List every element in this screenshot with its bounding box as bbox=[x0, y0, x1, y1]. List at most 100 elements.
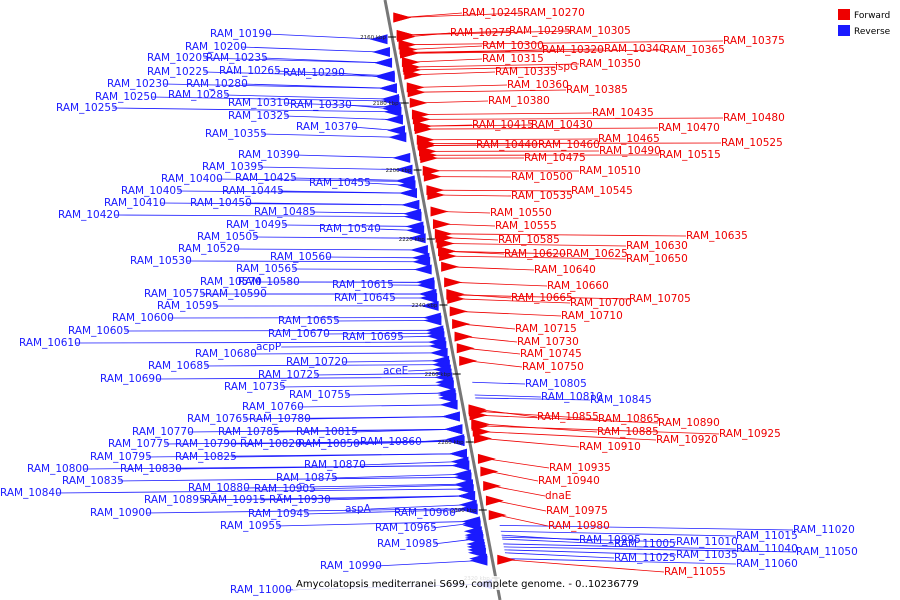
forward-gene-feature[interactable] bbox=[432, 219, 451, 230]
forward-gene-label[interactable]: RAM_10335 bbox=[495, 66, 557, 78]
reverse-gene-label[interactable]: RAM_11005 bbox=[614, 538, 676, 550]
forward-gene-feature[interactable] bbox=[444, 277, 463, 288]
reverse-gene-label[interactable]: RAM_10825 bbox=[175, 451, 237, 463]
reverse-gene-label[interactable]: RAM_10955 bbox=[220, 520, 282, 532]
forward-gene-feature[interactable] bbox=[404, 69, 423, 80]
reverse-gene-label[interactable]: RAM_11035 bbox=[676, 549, 738, 561]
reverse-gene-label[interactable]: RAM_10875 bbox=[276, 472, 338, 484]
forward-gene-label[interactable]: RAM_10525 bbox=[721, 137, 783, 149]
reverse-gene-feature[interactable] bbox=[416, 280, 435, 291]
reverse-gene-label[interactable]: RAM_10615 bbox=[332, 279, 394, 291]
reverse-gene-feature[interactable] bbox=[394, 164, 413, 175]
reverse-gene-label[interactable]: RAM_10810 bbox=[541, 391, 603, 403]
forward-gene-label[interactable]: RAM_10585 bbox=[498, 234, 560, 246]
reverse-gene-feature[interactable] bbox=[392, 152, 411, 163]
forward-gene-label[interactable]: RAM_10745 bbox=[520, 348, 582, 360]
forward-gene-feature[interactable] bbox=[469, 410, 488, 421]
forward-gene-label[interactable]: RAM_10365 bbox=[663, 44, 725, 56]
forward-gene-label[interactable]: RAM_10940 bbox=[538, 475, 600, 487]
forward-gene-label[interactable]: RAM_10385 bbox=[566, 84, 628, 96]
reverse-gene-feature[interactable] bbox=[382, 103, 401, 114]
reverse-gene-label[interactable]: RAM_10725 bbox=[258, 369, 320, 381]
forward-gene-feature[interactable] bbox=[396, 29, 415, 40]
reverse-gene-feature[interactable] bbox=[419, 292, 438, 303]
reverse-gene-label[interactable]: RAM_10310 bbox=[228, 97, 290, 109]
forward-gene-label[interactable]: RAM_10935 bbox=[549, 462, 611, 474]
forward-gene-feature[interactable] bbox=[402, 61, 421, 72]
reverse-gene-feature[interactable] bbox=[399, 188, 418, 199]
reverse-gene-label[interactable]: RAM_10530 bbox=[130, 255, 192, 267]
reverse-gene-feature[interactable] bbox=[435, 377, 454, 388]
reverse-gene-label[interactable]: aceE bbox=[383, 365, 408, 377]
reverse-gene-label[interactable]: RAM_10930 bbox=[269, 494, 331, 506]
reverse-gene-feature[interactable] bbox=[462, 520, 481, 531]
reverse-gene-label[interactable]: RAM_11040 bbox=[736, 543, 798, 555]
reverse-gene-label[interactable]: RAM_10905 bbox=[254, 483, 316, 495]
reverse-gene-feature[interactable] bbox=[420, 300, 439, 311]
reverse-gene-feature[interactable] bbox=[369, 34, 388, 45]
reverse-gene-label[interactable]: RAM_10505 bbox=[197, 231, 259, 243]
forward-gene-label[interactable]: RAM_10360 bbox=[507, 79, 569, 91]
reverse-gene-label[interactable]: RAM_10575 bbox=[144, 288, 206, 300]
forward-gene-label[interactable]: RAM_10340 bbox=[604, 43, 666, 55]
reverse-gene-feature[interactable] bbox=[406, 225, 425, 236]
reverse-gene-feature[interactable] bbox=[444, 424, 463, 435]
reverse-gene-label[interactable]: RAM_10400 bbox=[161, 173, 223, 185]
forward-gene-label[interactable]: RAM_10460 bbox=[538, 139, 600, 151]
reverse-gene-feature[interactable] bbox=[459, 503, 478, 514]
reverse-gene-feature[interactable] bbox=[374, 57, 393, 68]
reverse-gene-label[interactable]: RAM_10690 bbox=[100, 373, 162, 385]
reverse-gene-label[interactable]: RAM_10450 bbox=[190, 197, 252, 209]
reverse-gene-label[interactable]: RAM_10655 bbox=[278, 315, 340, 327]
reverse-gene-feature[interactable] bbox=[429, 347, 448, 358]
forward-gene-label[interactable]: RAM_10435 bbox=[592, 107, 654, 119]
reverse-gene-label[interactable]: RAM_10595 bbox=[157, 300, 219, 312]
reverse-gene-label[interactable]: RAM_10285 bbox=[168, 89, 230, 101]
reverse-gene-feature[interactable] bbox=[454, 480, 473, 491]
reverse-gene-feature[interactable] bbox=[441, 411, 460, 422]
reverse-gene-feature[interactable] bbox=[439, 399, 458, 410]
reverse-gene-label[interactable]: RAM_10330 bbox=[290, 99, 352, 111]
reverse-gene-label[interactable]: RAM_11050 bbox=[796, 546, 858, 558]
forward-gene-feature[interactable] bbox=[480, 466, 499, 477]
forward-gene-label[interactable]: RAM_10550 bbox=[490, 207, 552, 219]
forward-gene-label[interactable]: RAM_10350 bbox=[579, 58, 641, 70]
forward-gene-label[interactable]: RAM_10535 bbox=[511, 190, 573, 202]
reverse-gene-label[interactable]: RAM_11025 bbox=[614, 552, 676, 564]
reverse-gene-feature[interactable] bbox=[401, 199, 420, 210]
reverse-gene-feature[interactable] bbox=[397, 180, 416, 191]
forward-gene-feature[interactable] bbox=[439, 251, 458, 262]
reverse-gene-label[interactable]: RAM_10265 bbox=[219, 65, 281, 77]
reverse-gene-label[interactable]: RAM_10965 bbox=[375, 522, 437, 534]
forward-gene-label[interactable]: RAM_10700 bbox=[570, 297, 632, 309]
forward-gene-label[interactable]: RAM_10515 bbox=[659, 149, 721, 161]
forward-gene-label[interactable]: RAM_10925 bbox=[719, 428, 781, 440]
forward-gene-feature[interactable] bbox=[441, 261, 460, 272]
forward-gene-label[interactable]: dnaE bbox=[545, 490, 571, 502]
forward-gene-label[interactable]: RAM_10640 bbox=[534, 264, 596, 276]
reverse-gene-label[interactable]: RAM_10760 bbox=[242, 401, 304, 413]
reverse-gene-label[interactable]: RAM_10455 bbox=[309, 177, 371, 189]
reverse-gene-label[interactable]: RAM_10990 bbox=[320, 560, 382, 572]
reverse-gene-label[interactable]: RAM_10790 bbox=[175, 438, 237, 450]
reverse-gene-label[interactable]: RAM_10190 bbox=[210, 28, 272, 40]
forward-gene-label[interactable]: RAM_10430 bbox=[531, 119, 593, 131]
forward-gene-label[interactable]: RAM_10750 bbox=[522, 361, 584, 373]
forward-gene-feature[interactable] bbox=[420, 153, 439, 164]
forward-gene-feature[interactable] bbox=[400, 48, 419, 59]
reverse-gene-label[interactable]: RAM_10565 bbox=[236, 263, 298, 275]
forward-gene-feature[interactable] bbox=[414, 124, 433, 135]
forward-gene-feature[interactable] bbox=[393, 12, 412, 23]
forward-gene-label[interactable]: ispG bbox=[555, 61, 578, 73]
reverse-gene-label[interactable]: RAM_10880 bbox=[188, 482, 250, 494]
forward-gene-label[interactable]: RAM_10920 bbox=[656, 434, 718, 446]
forward-gene-label[interactable]: RAM_10980 bbox=[548, 520, 610, 532]
reverse-gene-feature[interactable] bbox=[380, 94, 399, 105]
reverse-gene-label[interactable]: RAM_10425 bbox=[235, 172, 297, 184]
forward-gene-label[interactable]: RAM_10625 bbox=[566, 248, 628, 260]
reverse-gene-label[interactable]: RAM_10560 bbox=[270, 251, 332, 263]
reverse-gene-label[interactable]: RAM_10570 bbox=[200, 276, 262, 288]
reverse-gene-label[interactable]: RAM_10850 bbox=[298, 438, 360, 450]
reverse-gene-label[interactable]: RAM_10485 bbox=[254, 206, 316, 218]
reverse-gene-feature[interactable] bbox=[413, 264, 432, 275]
